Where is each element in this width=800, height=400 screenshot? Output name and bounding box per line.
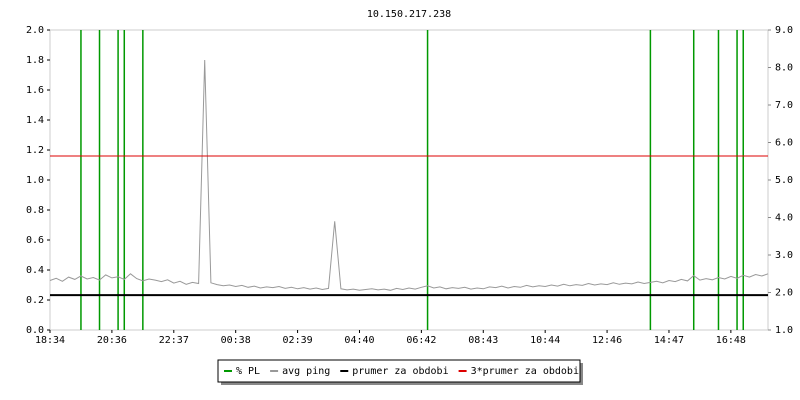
legend-label: % PL <box>236 366 260 377</box>
x-tick-label: 00:38 <box>221 335 251 346</box>
y-tick-label: 0.0 <box>26 325 44 336</box>
pl-spike <box>80 30 82 330</box>
y-tick-label: 2.0 <box>26 25 44 36</box>
x-tick-label: 02:39 <box>283 335 313 346</box>
y2-tick-label: 7.0 <box>775 100 793 111</box>
x-tick-label: 12:46 <box>592 335 622 346</box>
y-tick-label: 0.4 <box>26 265 44 276</box>
legend-box <box>217 359 581 383</box>
legend-label: 3*prumer za obdobi <box>471 366 579 377</box>
y-tick-label: 1.0 <box>26 175 44 186</box>
y2-tick-label: 1.0 <box>775 325 793 336</box>
y2-tick-label: 6.0 <box>775 138 793 149</box>
pl-spike <box>123 30 126 330</box>
y2-tick-label: 9.0 <box>775 25 793 36</box>
y-tick-label: 0.8 <box>26 205 44 216</box>
x-tick-label: 20:36 <box>97 335 127 346</box>
y-tick-label: 1.4 <box>26 115 44 126</box>
x-tick-label: 16:48 <box>716 335 746 346</box>
pl-spike <box>649 30 652 330</box>
y-tick-label: 1.6 <box>26 85 44 96</box>
pl-spike <box>692 30 695 330</box>
y2-tick-label: 3.0 <box>775 250 793 261</box>
pl-spike <box>742 30 744 330</box>
y2-tick-label: 4.0 <box>775 213 793 224</box>
y2-tick-label: 5.0 <box>775 175 793 186</box>
pl-spike <box>717 30 720 330</box>
y2-tick-label: 2.0 <box>775 288 793 299</box>
y-tick-label: 0.6 <box>26 235 44 246</box>
y-tick-label: 1.2 <box>26 145 44 156</box>
x-tick-label: 10:44 <box>530 335 560 346</box>
pl-spike <box>426 30 429 330</box>
x-tick-label: 22:37 <box>159 335 189 346</box>
pl-spike <box>142 30 144 330</box>
chart-title: 10.150.217.238 <box>367 9 451 20</box>
x-tick-label: 06:42 <box>406 335 436 346</box>
y2-tick-label: 8.0 <box>775 63 793 74</box>
x-tick-label: 08:43 <box>468 335 498 346</box>
x-tick-label: 18:34 <box>35 335 65 346</box>
x-tick-label: 14:47 <box>654 335 684 346</box>
y-tick-label: 0.2 <box>26 295 44 306</box>
pl-spike <box>117 30 119 330</box>
pl-spike <box>98 30 101 330</box>
ping-line <box>49 59 769 291</box>
y-tick-label: 1.8 <box>26 55 44 66</box>
legend-label: prumer za obdobi <box>352 366 448 377</box>
pl-spike <box>736 30 738 330</box>
legend-label: avg ping <box>282 366 330 377</box>
x-tick-label: 04:40 <box>344 335 374 346</box>
